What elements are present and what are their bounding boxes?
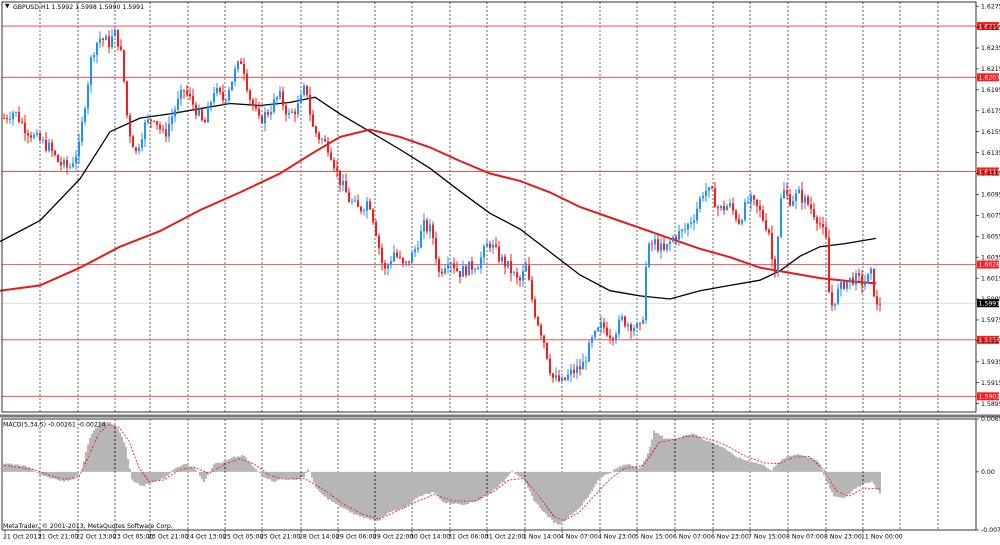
y-tick-label: 1.6215: [981, 66, 1000, 73]
x-tick-label: 7 Nov 15:00: [748, 534, 786, 541]
x-tick-label: 28 Oct 14:00: [299, 534, 339, 541]
x-tick-label: 24 Oct 13:00: [186, 534, 226, 541]
candle: [132, 135, 134, 147]
y-tick-label: 1.6075: [981, 213, 1000, 220]
x-tick-label: 5 Nov 15:00: [635, 534, 673, 541]
candle: [534, 296, 536, 319]
x-tick-label: 6 Nov 23:00: [711, 534, 749, 541]
y-tick-label: 1.5955: [981, 338, 1000, 345]
y-tick-label: 1.6235: [981, 45, 1000, 52]
candle: [57, 154, 59, 162]
y-tick-label: 1.6095: [981, 192, 1000, 199]
candle: [588, 340, 590, 362]
candle: [780, 194, 782, 238]
x-tick-label: 30 Oct 14:00: [410, 534, 450, 541]
y-tick-label: 1.6195: [981, 87, 1000, 94]
candle: [531, 276, 533, 303]
price-level-label: 1.6207: [979, 75, 1000, 82]
x-tick-label: 31 Oct 06:00: [448, 534, 488, 541]
candle: [201, 108, 203, 121]
macd-title-label: MACD(5,34,5) -0.00261 -0.00214: [3, 422, 106, 429]
x-tick-label: 21 Oct 21:00: [38, 534, 78, 541]
x-tick-label: 25 Oct 05:00: [223, 534, 263, 541]
candle: [126, 81, 128, 119]
y-tick-label: 1.6155: [981, 129, 1000, 136]
y-tick-label: 1.6115: [981, 171, 1000, 178]
y-tick-label: 1.6275: [981, 3, 1000, 10]
candle: [648, 242, 650, 268]
candle: [546, 342, 548, 360]
y-tick-label: 1.5915: [981, 380, 1000, 387]
candle: [828, 229, 830, 292]
x-tick-label: 29 Oct 06:00: [336, 534, 376, 541]
x-tick-label: 8 Nov 07:00: [786, 534, 824, 541]
macd-y-tick-label: 0.00: [981, 469, 995, 476]
price-level-label: 1.5902: [979, 394, 1000, 401]
y-tick-label: 1.5975: [981, 317, 1000, 324]
symbol-info-label: GBPUSD,H1 1.5992 1.5998 1.5990 1.5991: [13, 4, 144, 11]
y-tick-label: 1.5935: [981, 359, 1000, 366]
x-tick-label: 8 Nov 23:00: [824, 534, 862, 541]
x-tick-label: 6 Nov 07:00: [673, 534, 711, 541]
macd-y-tick-label: -0.00716: [981, 527, 1000, 534]
y-tick-label: 1.6135: [981, 150, 1000, 157]
price-level-label: 1.6028: [979, 262, 1000, 269]
x-tick-label: 23 Oct 21:00: [148, 534, 188, 541]
x-tick-label: 22 Oct 13:00: [76, 534, 116, 541]
x-tick-label: 11 Nov 00:00: [861, 534, 903, 541]
svg-text:▾: ▾: [5, 2, 10, 12]
x-tick-label: 25 Oct 21:00: [260, 534, 300, 541]
y-tick-label: 1.5995: [981, 296, 1000, 303]
y-tick-label: 1.6015: [981, 275, 1000, 282]
candle: [624, 316, 626, 328]
candle: [645, 261, 647, 323]
x-tick-label: 31 Oct 22:00: [485, 534, 525, 541]
macd-y-tick-label: 0.00651: [981, 416, 1000, 423]
y-tick-label: 1.6055: [981, 233, 1000, 240]
x-tick-label: 29 Oct 22:00: [373, 534, 413, 541]
y-tick-label: 1.5895: [981, 401, 1000, 408]
x-tick-label: 21 Oct 2013: [3, 534, 41, 541]
candle: [867, 273, 869, 283]
candle: [468, 261, 470, 275]
y-tick-label: 1.6035: [981, 254, 1000, 261]
x-tick-label: 4 Nov 23:00: [598, 534, 636, 541]
x-tick-label: 4 Nov 07:00: [560, 534, 598, 541]
copyright-label: MetaTrader, © 2001-2013, MetaQuotes Soft…: [3, 522, 173, 530]
x-tick-label: 1 Nov 14:00: [523, 534, 561, 541]
candle: [537, 316, 539, 327]
candle: [231, 81, 233, 91]
candle: [123, 50, 125, 84]
candle: [873, 269, 875, 298]
y-tick-label: 1.6175: [981, 108, 1000, 115]
y-tick-label: 1.6255: [981, 24, 1000, 31]
candle: [777, 236, 779, 278]
